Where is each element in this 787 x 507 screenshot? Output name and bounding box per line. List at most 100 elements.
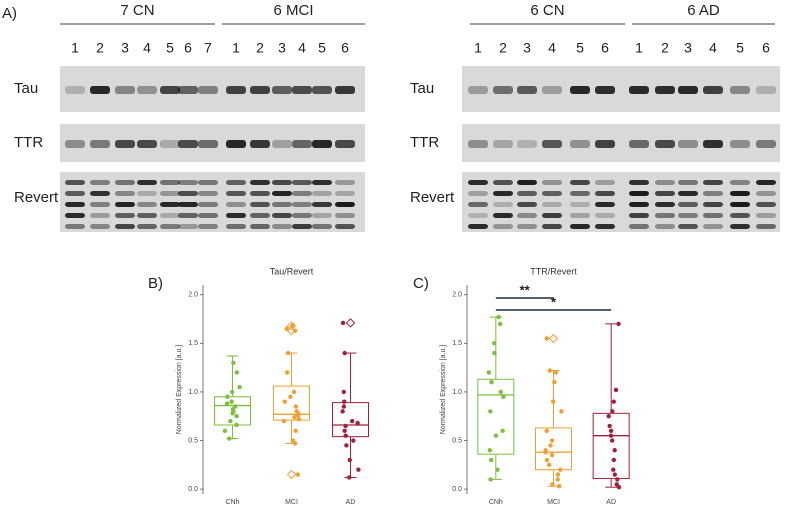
outlier (345, 318, 356, 328)
data-point (229, 399, 234, 404)
x-tick-label: CNh (489, 499, 503, 506)
blot-band (629, 202, 649, 207)
blot-band (335, 191, 355, 196)
y-tick-label: 1.0 (452, 389, 462, 396)
blot-band (312, 202, 332, 207)
outlier (286, 321, 297, 331)
y-tick-label: 2.0 (452, 292, 462, 299)
data-point (613, 387, 619, 393)
blot-band (517, 224, 537, 229)
x-tick-label: MCI (547, 499, 560, 506)
group-label: 6 MCI (273, 2, 313, 19)
lane-label: 6 (601, 40, 609, 56)
lane-label: 7 (204, 40, 212, 56)
data-point (340, 409, 345, 414)
data-point (234, 422, 239, 428)
blot-band (570, 86, 590, 94)
blot-band (137, 213, 157, 218)
data-point (295, 413, 301, 418)
data-point (292, 441, 298, 446)
row-label: TTR (14, 134, 43, 151)
lane-label: 3 (523, 40, 531, 56)
panel-label: C) (413, 275, 429, 292)
blot-band (250, 191, 270, 196)
blot-band (655, 191, 675, 196)
data-point (234, 414, 239, 419)
data-point (222, 428, 228, 434)
data-point (342, 399, 347, 404)
data-point (487, 448, 492, 453)
blot-band (90, 180, 110, 185)
blot-band (517, 86, 537, 94)
blot-band (517, 140, 537, 148)
y-axis-label: Normalized Expression [a.u.] (440, 345, 447, 435)
blot-membrane (462, 124, 780, 162)
blot-membrane (462, 66, 780, 112)
blot-band (312, 224, 332, 229)
blot-band (226, 140, 246, 148)
data-point (555, 477, 560, 482)
blot-band (250, 224, 270, 229)
data-point (342, 350, 347, 356)
blot-band (756, 140, 776, 148)
data-point (351, 438, 356, 443)
data-point (549, 438, 555, 443)
x-tick-label: CNh (225, 499, 239, 506)
blot-band (703, 202, 723, 207)
blot-band (542, 180, 562, 185)
blot-band (272, 202, 292, 207)
blot-band (226, 180, 246, 185)
blot-band (137, 140, 157, 148)
blot-band (629, 140, 649, 148)
blot-band (65, 191, 85, 196)
significance-label: ** (520, 282, 531, 297)
blot-band (160, 140, 180, 148)
data-point (285, 350, 291, 356)
data-point (558, 467, 563, 472)
data-point (237, 384, 242, 390)
blot-band (292, 202, 312, 207)
data-point (224, 401, 230, 406)
blot-band (542, 140, 562, 148)
blot-band (595, 213, 615, 218)
blot-band (137, 86, 157, 94)
data-point (616, 321, 621, 327)
lane-label: 3 (121, 40, 129, 56)
blot-band (468, 180, 488, 185)
blot-band (756, 202, 776, 207)
data-point (231, 360, 236, 365)
blot-band (493, 224, 513, 229)
blot-band (595, 140, 615, 148)
blot-band (198, 213, 218, 218)
data-point (559, 409, 564, 414)
data-point (342, 428, 347, 434)
blot-band (655, 180, 675, 185)
data-point (616, 484, 622, 490)
box-chart: Tau/Revert Normalized Expression [a.u.] 0.… (176, 266, 369, 506)
x-tick-label: AD (346, 499, 356, 506)
group-label: 7 CN (120, 2, 154, 19)
blot-band (65, 202, 85, 207)
blot-band (595, 180, 615, 185)
blot-band (90, 213, 110, 218)
blot-band (517, 191, 537, 196)
box (332, 402, 369, 438)
blot-band (468, 202, 488, 207)
blot-band (178, 140, 198, 148)
data-point (498, 389, 503, 395)
blot-band (468, 86, 488, 94)
blot-band (595, 202, 615, 207)
data-point (291, 389, 297, 395)
blot-band (65, 180, 85, 185)
row-label: Revert (14, 189, 59, 206)
blot-band (226, 86, 246, 94)
blot-band (115, 140, 135, 148)
data-point (500, 428, 505, 434)
y-tick-label: 1.5 (452, 340, 462, 347)
blot-band (250, 140, 270, 148)
blot-band (90, 191, 110, 196)
box (273, 385, 310, 421)
data-point (606, 414, 611, 419)
blot-band (292, 191, 312, 196)
blot-band (542, 191, 562, 196)
